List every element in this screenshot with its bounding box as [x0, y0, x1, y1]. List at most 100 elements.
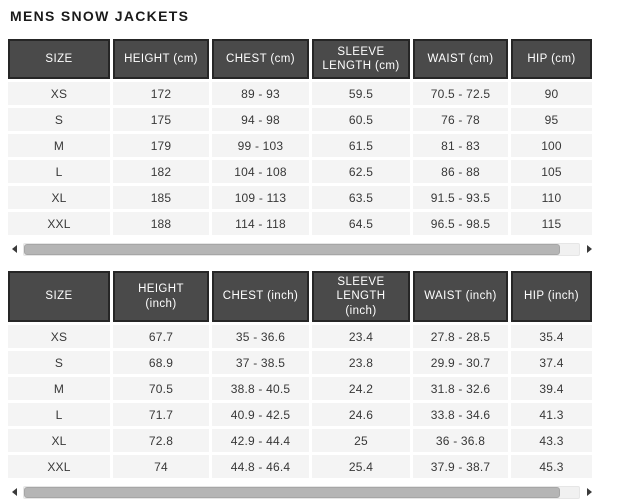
- scroll-left-icon: [11, 488, 17, 497]
- column-header: CHEST (inch): [212, 271, 309, 323]
- size-cell: XL: [8, 186, 110, 209]
- scroll-right-button[interactable]: [583, 242, 595, 256]
- size-cell: XXL: [8, 212, 110, 235]
- value-cell: 25.4: [312, 455, 410, 479]
- value-cell: 37.4: [511, 351, 592, 375]
- size-table-cm-header: SIZE HEIGHT (cm) CHEST (cm) SLEEVE LENGTH (…: [8, 39, 592, 79]
- value-cell: 100: [511, 134, 592, 157]
- value-cell: 109 - 113: [212, 186, 309, 209]
- table-row: L 71.7 40.9 - 42.5 24.6 33.8 - 34.6 41.3: [8, 403, 592, 427]
- scroll-left-button[interactable]: [8, 242, 20, 256]
- column-header: SLEEVE LENGTH (inch): [312, 271, 410, 323]
- value-cell: 70.5 - 72.5: [413, 82, 508, 105]
- table-row: XXL 74 44.8 - 46.4 25.4 37.9 - 38.7 45.3: [8, 455, 592, 479]
- column-header: SLEEVE LENGTH (cm): [312, 39, 410, 79]
- horizontal-scrollbar-inch[interactable]: [8, 485, 595, 499]
- value-cell: 182: [113, 160, 209, 183]
- value-cell: 179: [113, 134, 209, 157]
- value-cell: 42.9 - 44.4: [212, 429, 309, 453]
- value-cell: 36 - 36.8: [413, 429, 508, 453]
- scroll-right-icon: [586, 245, 592, 253]
- value-cell: 70.5: [113, 377, 209, 401]
- value-cell: 99 - 103: [212, 134, 309, 157]
- value-cell: 45.3: [511, 455, 592, 479]
- value-cell: 175: [113, 108, 209, 131]
- value-cell: 59.5: [312, 82, 410, 105]
- table-row: S 175 94 - 98 60.5 76 - 78 95: [8, 108, 592, 131]
- size-cell: XXL: [8, 455, 110, 479]
- scroll-right-button[interactable]: [583, 485, 595, 499]
- value-cell: 74: [113, 455, 209, 479]
- value-cell: 95: [511, 108, 592, 131]
- scrollbar-thumb[interactable]: [24, 486, 560, 498]
- value-cell: 23.4: [312, 325, 410, 349]
- value-cell: 41.3: [511, 403, 592, 427]
- value-cell: 35.4: [511, 325, 592, 349]
- size-cell: XL: [8, 429, 110, 453]
- size-table-inch-section: SIZE HEIGHT (inch) CHEST (inch) SLEEVE LENG…: [8, 268, 600, 499]
- value-cell: 27.8 - 28.5: [413, 325, 508, 349]
- table-row: M 179 99 - 103 61.5 81 - 83 100: [8, 134, 592, 157]
- value-cell: 72.8: [113, 429, 209, 453]
- header-row: SIZE HEIGHT (inch) CHEST (inch) SLEEVE LENG…: [8, 271, 592, 323]
- size-table-inch-header: SIZE HEIGHT (inch) CHEST (inch) SLEEVE LENG…: [8, 271, 592, 323]
- table-row: XL 185 109 - 113 63.5 91.5 - 93.5 110: [8, 186, 592, 209]
- scroll-left-button[interactable]: [8, 485, 20, 499]
- value-cell: 39.4: [511, 377, 592, 401]
- value-cell: 23.8: [312, 351, 410, 375]
- value-cell: 38.8 - 40.5: [212, 377, 309, 401]
- table-row: XS 67.7 35 - 36.6 23.4 27.8 - 28.5 35.4: [8, 325, 592, 349]
- size-cell: M: [8, 134, 110, 157]
- value-cell: 33.8 - 34.6: [413, 403, 508, 427]
- page-title: MENS SNOW JACKETS: [10, 8, 190, 24]
- horizontal-scrollbar-cm[interactable]: [8, 242, 595, 256]
- value-cell: 104 - 108: [212, 160, 309, 183]
- value-cell: 96.5 - 98.5: [413, 212, 508, 235]
- scrollbar-thumb[interactable]: [24, 243, 560, 255]
- value-cell: 90: [511, 82, 592, 105]
- value-cell: 61.5: [312, 134, 410, 157]
- column-header: HEIGHT (inch): [113, 271, 209, 323]
- scrollbar-track[interactable]: [23, 485, 580, 499]
- size-cell: S: [8, 108, 110, 131]
- size-cell: L: [8, 160, 110, 183]
- size-cell: S: [8, 351, 110, 375]
- value-cell: 68.9: [113, 351, 209, 375]
- table-row: S 68.9 37 - 38.5 23.8 29.9 - 30.7 37.4: [8, 351, 592, 375]
- column-header: WAIST (cm): [413, 39, 508, 79]
- scrollbar-track[interactable]: [23, 242, 580, 256]
- value-cell: 76 - 78: [413, 108, 508, 131]
- value-cell: 71.7: [113, 403, 209, 427]
- column-header: HEIGHT (cm): [113, 39, 209, 79]
- size-table-cm: SIZE HEIGHT (cm) CHEST (cm) SLEEVE LENGTH (…: [5, 36, 595, 238]
- size-cell: M: [8, 377, 110, 401]
- table-row: L 182 104 - 108 62.5 86 - 88 105: [8, 160, 592, 183]
- value-cell: 188: [113, 212, 209, 235]
- size-table-cm-body: XS 172 89 - 93 59.5 70.5 - 72.5 90 S 175 94 - 98…: [8, 82, 592, 235]
- value-cell: 63.5: [312, 186, 410, 209]
- value-cell: 105: [511, 160, 592, 183]
- table-row: M 70.5 38.8 - 40.5 24.2 31.8 - 32.6 39.4: [8, 377, 592, 401]
- size-guide-page: MENS SNOW JACKETS SIZE HEIGHT (cm) CHEST (…: [8, 8, 600, 499]
- value-cell: 86 - 88: [413, 160, 508, 183]
- value-cell: 91.5 - 93.5: [413, 186, 508, 209]
- column-header: CHEST (cm): [212, 39, 309, 79]
- table-row: XS 172 89 - 93 59.5 70.5 - 72.5 90: [8, 82, 592, 105]
- scroll-left-icon: [11, 245, 17, 253]
- value-cell: 64.5: [312, 212, 410, 235]
- size-table-inch-body: XS 67.7 35 - 36.6 23.4 27.8 - 28.5 35.4 S 68.9 3…: [8, 325, 592, 479]
- value-cell: 172: [113, 82, 209, 105]
- value-cell: 24.6: [312, 403, 410, 427]
- value-cell: 24.2: [312, 377, 410, 401]
- table-row: XXL 188 114 - 118 64.5 96.5 - 98.5 115: [8, 212, 592, 235]
- table-row: XL 72.8 42.9 - 44.4 25 36 - 36.8 43.3: [8, 429, 592, 453]
- header-row: SIZE HEIGHT (cm) CHEST (cm) SLEEVE LENGTH (…: [8, 39, 592, 79]
- size-table-cm-section: SIZE HEIGHT (cm) CHEST (cm) SLEEVE LENGTH (…: [8, 36, 600, 256]
- value-cell: 114 - 118: [212, 212, 309, 235]
- column-header: HIP (inch): [511, 271, 592, 323]
- value-cell: 185: [113, 186, 209, 209]
- column-header: SIZE: [8, 271, 110, 323]
- size-table-inch: SIZE HEIGHT (inch) CHEST (inch) SLEEVE LENG…: [5, 268, 595, 481]
- value-cell: 25: [312, 429, 410, 453]
- size-cell: XS: [8, 325, 110, 349]
